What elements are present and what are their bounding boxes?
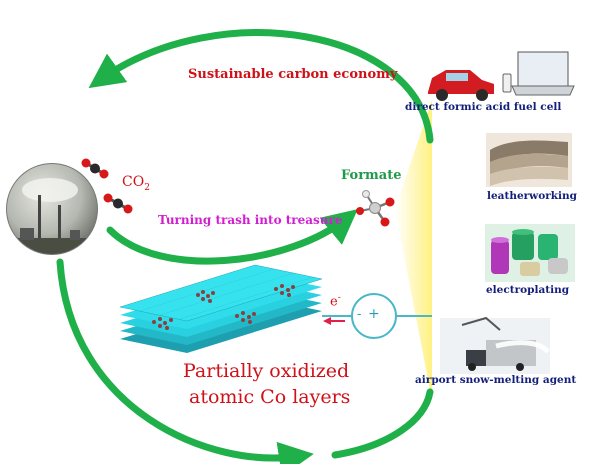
co2-text: CO [122,174,145,190]
co2-molecule-icon [103,193,133,214]
electron-charge: - [337,293,341,303]
application-label-fuel-cell: direct formic acid fuel cell [405,101,562,113]
cycle-arrow-top [88,29,434,144]
electron-symbol: e [330,294,338,310]
electron-arrow [323,317,345,325]
battery-minus: - [357,307,362,322]
electron-label: e- [330,293,341,309]
co-layers-slab [119,264,323,353]
co2-label: CO2 [122,174,150,193]
co-layers-label-line1: Partially oxidized [183,360,350,382]
cycle-arrow-bottom [56,258,314,464]
co2-subscript: 2 [144,182,150,193]
battery-plus: + [368,306,380,322]
turning-arrow [106,209,358,265]
cycle-arrow-right [331,388,434,459]
application-label-snow-melting: airport snow-melting agent [415,374,577,386]
application-label-leatherworking: leatherworking [487,190,577,202]
formate-label: Formate [341,168,402,183]
co2-source-photo [6,163,98,255]
yellow-glow [395,100,432,400]
fuel-cell-picture [428,51,575,101]
co2-molecule-icon [81,158,109,179]
application-label-electroplating: electroplating [486,284,570,296]
sustainable-carbon-economy-title: Sustainable carbon economy [188,67,398,82]
formate-molecule-icon [356,190,395,227]
electroplating-picture [485,224,575,282]
battery-symbol [322,293,432,339]
co-layers-label-line2: atomic Co layers [189,386,351,408]
leather-picture [486,133,572,187]
airport-picture [440,316,550,374]
turning-trash-label: Turning trash into treasure [158,213,343,227]
